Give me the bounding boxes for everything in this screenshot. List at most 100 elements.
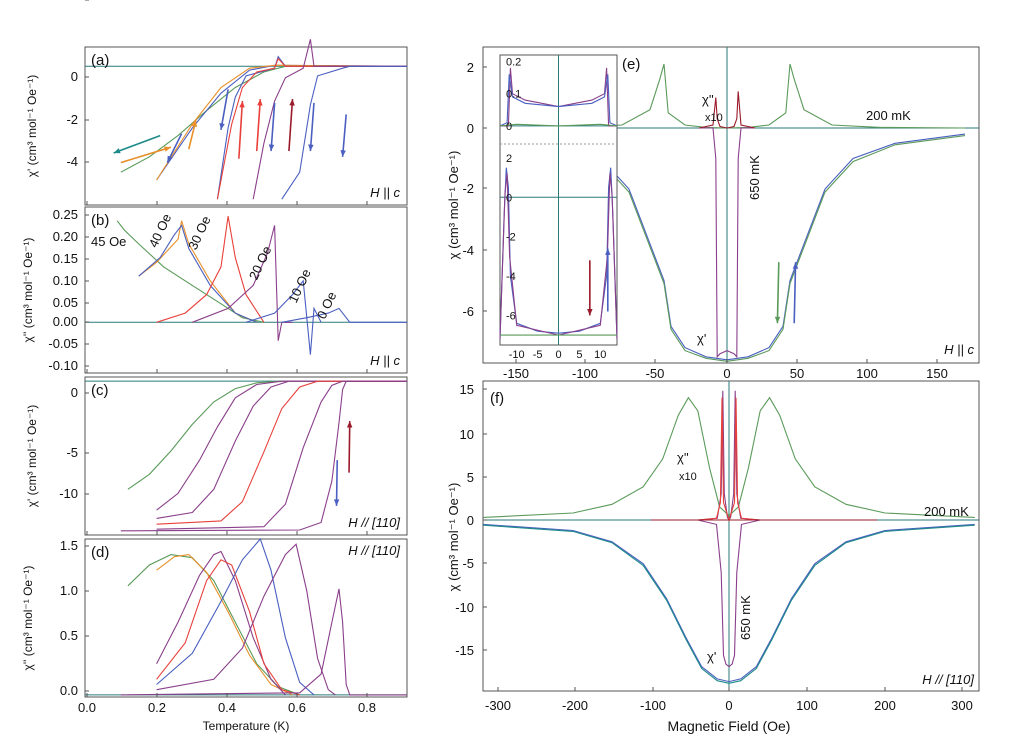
panel-a-arrow-4-head — [219, 123, 225, 130]
panel-e-200mk: 200 mK — [866, 108, 911, 123]
inset-bottom-ytick: -2 — [506, 232, 516, 244]
panel-a-arrow-9 — [309, 102, 315, 152]
panel-f-series-1 — [483, 523, 975, 683]
panel-a-arrow-10 — [341, 114, 347, 157]
panel-a-arrow-6 — [255, 98, 262, 152]
panel-a-arrow-6-head — [257, 99, 263, 106]
panel-e-650mk: 650 mK — [747, 155, 762, 200]
panel-f-ytick-label: -10 — [455, 600, 474, 615]
panel-c-field: H // [110] — [348, 515, 400, 530]
panel-f-series — [483, 390, 975, 684]
panel-e-chi2: χ'' — [702, 92, 714, 107]
panel-d-ylabel: χ'' (cm³ mol⁻¹ Oe⁻¹) — [21, 566, 35, 671]
panel-e-arrow-0-head — [774, 316, 781, 324]
panel-b-field-label: 30 Oe — [185, 214, 214, 252]
inset-top-ytick: 0 — [506, 121, 512, 133]
panel-a-arrow-1-head — [163, 146, 171, 152]
panel-c-arrow-0 — [335, 460, 339, 506]
panel-a-label: (a) — [91, 52, 109, 69]
panel-a-field: H || c — [370, 185, 400, 200]
panel-c-ytick-label: -5 — [66, 445, 78, 460]
panel-f-ytick-label: -5 — [462, 556, 474, 571]
panel-d-ytick-label: 0.5 — [60, 628, 78, 643]
panel-c-ytick-label: -15 — [59, 0, 78, 3]
inset-top-series-1 — [499, 74, 618, 127]
panel-c-arrow-1-head — [346, 421, 353, 428]
panel-a-ytick-label: -2 — [66, 112, 78, 127]
panel-d-label: (d) — [91, 544, 109, 561]
panel-a-arrow-0-head — [113, 148, 121, 154]
panel-b-series-3 — [156, 216, 265, 323]
panel-f-x10: x10 — [679, 471, 697, 483]
panel-b-field-label: 0 Oe — [314, 289, 340, 321]
inset-top-ytick: 0.2 — [506, 56, 521, 68]
inset-bottom-ytick: -4 — [506, 271, 516, 283]
panel-c-series-0 — [127, 380, 407, 490]
panel-d-frame — [84, 538, 408, 698]
panel-f-field: H // [110] — [922, 672, 974, 687]
panel-d-xtick-label: 0.0 — [78, 700, 96, 715]
panel-f: 15 10 5 0 -5 -10 -15 -300 -200 -100 0 100 200 300 Magn… — [446, 380, 980, 734]
inset-xtick: -10 — [509, 349, 525, 361]
panel-c-frame — [84, 376, 408, 536]
x-axis-title-f: Magnetic Field (Oe) — [668, 718, 791, 734]
panel-c-label: (c) — [91, 382, 109, 399]
panel-a: 0 -2 -4 -6 (a) H || c χ' (cm³ mol⁻¹ Oe⁻¹) — [25, 0, 408, 206]
panel-b-ytick-label: 0.05 — [53, 295, 78, 310]
panel-f-ytick-label: -15 — [455, 643, 474, 658]
panel-e-label: (e) — [622, 56, 640, 73]
panel-f-chi1: χ' — [707, 649, 716, 664]
x-axis-title: Temperature (K) — [203, 719, 290, 733]
panel-b-field-label: 45 Oe — [91, 234, 126, 249]
panel-e-chi1: χ' — [697, 331, 706, 346]
panel-b-series-5 — [245, 279, 322, 355]
panel-c-series-1 — [156, 380, 407, 511]
panel-f-ytick-label: 10 — [460, 427, 474, 442]
panel-a-series-5 — [252, 39, 407, 200]
panel-e-ytick-label: -2 — [462, 181, 474, 196]
panel-e-ytick-label: 0 — [467, 121, 474, 136]
panel-a-arrow-3-head — [167, 155, 173, 163]
panel-b-ylabel: χ'' (cm³ mol⁻¹ Oe⁻¹) — [21, 238, 35, 343]
panels: 0-2-4-6(a)H || cχ' (cm³ mol⁻¹ Oe⁻¹)0.250… — [21, 0, 980, 734]
panel-e-xtick-label: -50 — [646, 366, 665, 381]
panel-e-xtick-label: 0 — [723, 366, 730, 381]
panel-c-arrow-0-head — [333, 499, 340, 506]
panel-a-arrow-10-head — [340, 150, 346, 157]
panel-e-xtick-label: 150 — [926, 366, 948, 381]
panel-d-ytick-label: 1.0 — [60, 583, 78, 598]
panel-f-ylabel: χ (cm³ mol⁻¹ Oe⁻¹) — [446, 483, 461, 592]
panel-a-ytick-label: -6 — [66, 0, 78, 3]
panel-e-series-3 — [699, 127, 755, 359]
inset-top-ytick: 0.1 — [506, 89, 521, 101]
panel-f-ytick-label: 5 — [467, 470, 474, 485]
inset-bottom-ytick: 2 — [506, 153, 512, 165]
panel-b-series-0 — [116, 220, 265, 323]
panel-f-ytick-label: 15 — [460, 382, 474, 397]
panel-b-ytick-label: 0.25 — [53, 207, 78, 222]
panel-d: 1.5 1.0 0.5 0.00.0 0.2 0.4 0.6 0.8 Temperature (… — [21, 537, 408, 733]
panel-b-ytick-label: 0.20 — [53, 229, 78, 244]
inset-xtick: -5 — [533, 349, 543, 361]
panel-f-frame — [482, 380, 980, 692]
panel-e-xtick-label: -150 — [503, 366, 529, 381]
panel-c-ylabel: χ' (cm³ mol⁻¹ Oe⁻¹) — [25, 405, 39, 508]
panel-b: 0.25 0.20 0.15 0.10 0.05 0.00 -0.05 -0.10 (b) H |… — [21, 206, 408, 374]
panel-b-ytick-label: 0.00 — [53, 314, 78, 329]
panel-c-ytick-label: -10 — [59, 486, 78, 501]
panel-a-arrow-7-head — [268, 144, 275, 152]
panel-f-xtick-label: 0 — [725, 698, 732, 713]
panel-f-ytick-label: 0 — [467, 513, 474, 528]
panel-a-arrow-9-head — [308, 144, 314, 152]
panel-b-ytick-label: -0.10 — [48, 358, 78, 373]
inset-xtick: 0 — [555, 349, 561, 361]
inset-bottom-ytick: -6 — [506, 310, 516, 322]
panel-d-field: H // [110] — [348, 543, 400, 558]
panel-e-series-4 — [698, 91, 756, 129]
panel-f-xtick-label: -300 — [485, 698, 511, 713]
panel-f-series-5 — [697, 519, 761, 668]
panel-a-ylabel: χ' (cm³ mol⁻¹ Oe⁻¹) — [25, 75, 39, 178]
panel-f-label: (f) — [490, 390, 504, 407]
panel-a-ytick-label: -4 — [66, 154, 78, 169]
